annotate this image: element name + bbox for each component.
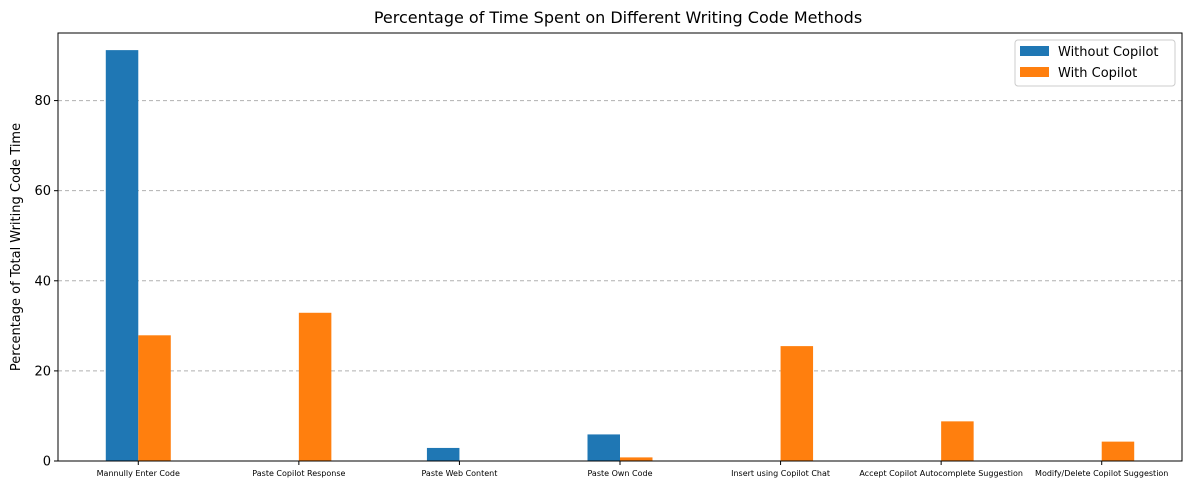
x-tick-label: Paste Copilot Response — [252, 469, 345, 478]
grid-lines — [58, 100, 1182, 372]
bar — [426, 447, 460, 461]
bar — [1101, 441, 1135, 461]
y-axis-label: Percentage of Total Writing Code Time — [9, 123, 24, 371]
bar — [298, 312, 332, 461]
bar — [780, 346, 814, 461]
chart-title: Percentage of Time Spent on Different Wr… — [374, 8, 862, 27]
y-tick-label: 0 — [43, 455, 51, 470]
plot-frame — [57, 32, 1183, 462]
bar — [620, 457, 653, 461]
x-tick-label: Insert using Copilot Chat — [731, 469, 830, 478]
x-tick-label: Paste Web Content — [421, 469, 497, 478]
x-tick-label: Mannully Enter Code — [97, 469, 180, 478]
y-tick-label: 80 — [34, 94, 51, 109]
x-tick-label: Accept Copilot Autocomplete Suggestion — [859, 469, 1023, 478]
y-tick-label: 20 — [34, 364, 51, 379]
bar — [138, 335, 171, 461]
x-tick-label: Modify/Delete Copilot Suggestion — [1035, 469, 1168, 478]
y-tick-labels: 0 20 40 60 80 — [34, 94, 51, 469]
y-tick-label: 60 — [34, 184, 51, 199]
bar — [105, 50, 139, 462]
legend-label: Without Copilot — [1058, 45, 1159, 60]
y-tick-label: 40 — [34, 274, 51, 289]
legend-swatch — [1020, 46, 1049, 56]
bar — [941, 421, 974, 461]
legend-label: With Copilot — [1058, 66, 1137, 81]
legend-box — [1014, 39, 1176, 87]
bars-group — [105, 50, 1135, 462]
legend: Without Copilot With Copilot — [1014, 39, 1176, 87]
x-tick-label: Paste Own Code — [587, 469, 652, 478]
legend-swatch — [1020, 67, 1049, 77]
x-tick-labels: Mannully Enter Code Paste Copilot Respons… — [97, 469, 1169, 478]
axes — [54, 32, 1183, 465]
bar — [587, 434, 620, 461]
